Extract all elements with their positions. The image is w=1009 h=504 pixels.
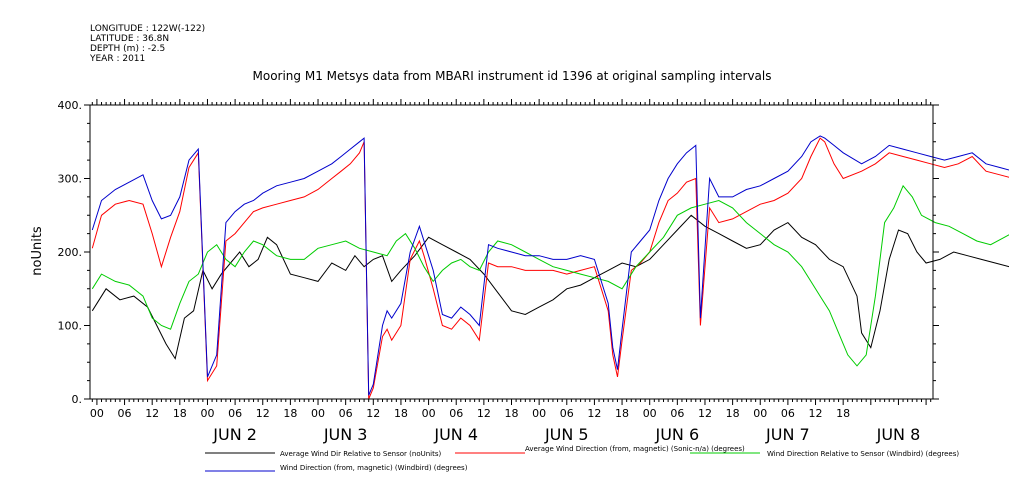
x-day-label: JUN 7 [765,425,810,444]
x-hour-tick-label: 06 [670,407,684,420]
x-hour-tick-label: 06 [560,407,574,420]
series-line-3 [91,135,1009,396]
x-hour-tick-label: 18 [726,407,740,420]
x-day-label: JUN 4 [433,425,478,444]
y-tick-label: 400. [58,99,83,112]
x-hour-tick-label: 12 [145,407,159,420]
series-lines [91,135,1009,400]
y-tick-label: 100. [58,320,83,333]
y-tick-label: 200. [58,246,83,259]
y-tick-label: 0. [72,393,83,406]
y-tick-label: 300. [58,173,83,186]
x-day-label: JUN 2 [212,425,257,444]
x-hour-tick-label: 06 [339,407,353,420]
latitude-label: LATITUDE : 36.8N [90,34,169,44]
series-line-0 [91,214,1009,360]
longitude-label: LONGITUDE : 122W(-122) [90,24,205,34]
x-day-label: JUN 8 [876,425,921,444]
x-hour-tick-label: 12 [587,407,601,420]
x-hour-tick-label: 00 [90,407,104,420]
x-hour-tick-label: 12 [809,407,823,420]
legend-label-3: Wind Direction (from, magnetic) (Windbir… [280,464,468,472]
legend-label-0: Average Wind Dir Relative to Sensor (noU… [280,450,441,458]
x-hour-tick-label: 18 [283,407,297,420]
x-hour-tick-label: 18 [836,407,850,420]
plot-frame [89,104,934,400]
year-label: YEAR : 2011 [89,54,145,64]
x-hour-tick-label: 12 [366,407,380,420]
x-hour-tick-label: 00 [532,407,546,420]
legend-label-2: Wind Direction Relative to Sensor (Windb… [767,450,959,458]
header-info: LONGITUDE : 122W(-122) LATITUDE : 36.8N … [89,24,205,64]
x-hour-tick-label: 00 [422,407,436,420]
x-hour-tick-label: 12 [256,407,270,420]
x-hour-tick-label: 06 [228,407,242,420]
x-hour-tick-label: 00 [200,407,214,420]
y-axis-ticks: 0. 100. 200. 300. 400. [58,99,939,406]
x-hour-tick-label: 12 [477,407,491,420]
x-hour-tick-label: 06 [118,407,132,420]
x-hour-tick-label: 18 [173,407,187,420]
x-hour-tick-label: 00 [643,407,657,420]
series-line-2 [91,184,1009,367]
depth-label: DEPTH (m) : -2.5 [90,44,165,54]
x-hour-tick-label: 18 [394,407,408,420]
chart-title: Mooring M1 Metsys data from MBARI instru… [253,69,772,83]
series-line-1 [91,137,1009,400]
x-hour-tick-label: 06 [449,407,463,420]
x-hour-tick-label: 12 [698,407,712,420]
x-hour-tick-label: 00 [753,407,767,420]
x-day-label: JUN 3 [323,425,368,444]
y-axis-label: noUnits [30,226,45,276]
legend: Average Wind Dir Relative to Sensor (noU… [205,445,959,472]
x-hour-tick-label: 00 [311,407,325,420]
x-hour-tick-label: 18 [505,407,519,420]
x-hour-tick-label: 06 [781,407,795,420]
x-day-label: JUN 6 [655,425,700,444]
legend-label-1: Average Wind Direction (from, magnetic) … [525,445,745,453]
x-day-label: JUN 5 [544,425,589,444]
x-hour-tick-label: 18 [615,407,629,420]
